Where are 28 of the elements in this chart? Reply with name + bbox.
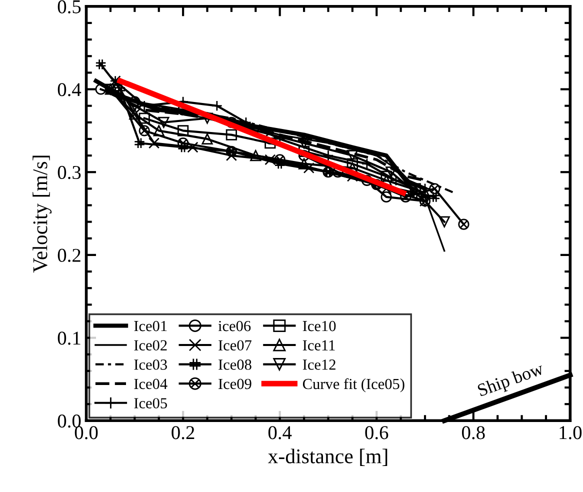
legend-label: Ice04 (134, 378, 168, 390)
x-axis-title: x-distance [m] (268, 448, 388, 466)
y-axis-title: Velocity [m/s] (32, 156, 52, 273)
legend-label: Ice07 (218, 340, 252, 351)
legend-label: Ice03 (134, 359, 167, 370)
x-tick-label: 0.0 (74, 426, 98, 440)
legend-label: Ice09 (218, 378, 252, 390)
legend-label: Ice10 (302, 320, 336, 332)
text: Ship bow (476, 362, 546, 400)
legend-label: Ice08 (218, 359, 252, 370)
x-tick-label: 1.0 (560, 426, 582, 440)
y-tick-label: 0.5 (58, 0, 81, 14)
legend-label: Curve fit (Ice05) (302, 378, 404, 392)
x-tick-label: 0.6 (365, 426, 388, 440)
legend-label: Ice02 (134, 340, 167, 351)
y-tick-label: 0.1 (58, 332, 80, 345)
x-tick-label: 0.4 (268, 426, 292, 440)
legend-label: Ice11 (302, 340, 335, 351)
y-tick-label: 0.3 (58, 166, 81, 180)
x-tick-label: 0.2 (172, 426, 194, 440)
y-tick-label: 0.2 (58, 248, 80, 262)
x-tick-label: 0.8 (462, 426, 485, 440)
y-tick-label: 0.0 (58, 414, 81, 428)
y-tick-label: 0.4 (58, 83, 82, 96)
legend-label: Ice12 (302, 360, 336, 370)
legend-label: Ice01 (134, 320, 167, 332)
legend-label: ice06 (218, 320, 251, 332)
legend-label: Ice05 (134, 398, 167, 408)
